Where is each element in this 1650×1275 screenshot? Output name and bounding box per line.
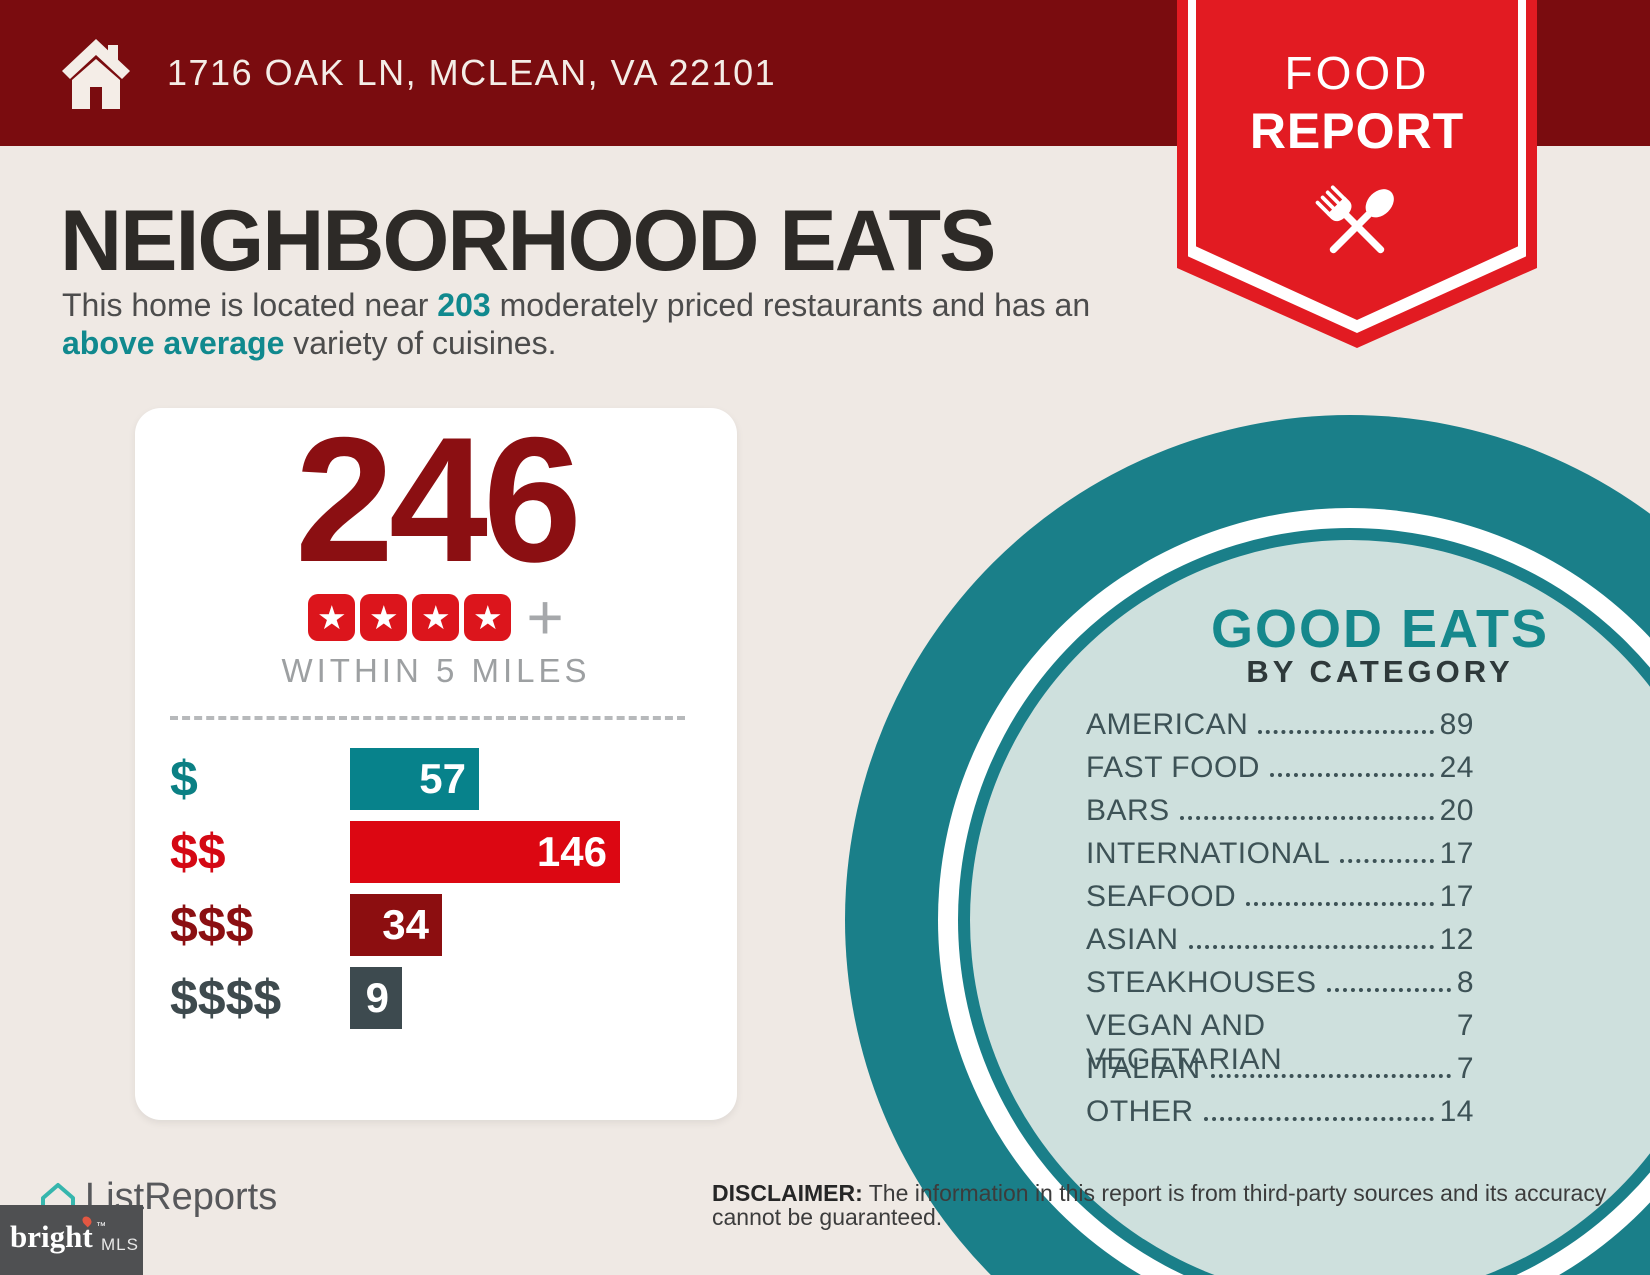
intro-sentence: This home is located near 203 moderately… xyxy=(62,286,1122,362)
dotted-leader xyxy=(1340,859,1434,863)
price-row: $$ 146 xyxy=(170,821,737,883)
dotted-leader xyxy=(1269,773,1434,777)
good-eats-title: GOOD EATS xyxy=(1210,599,1550,659)
category-list: AMERICAN 89 FAST FOOD 24 BARS 20 INTERNATIONAL… xyxy=(1086,708,1474,1138)
star-icon: ★ xyxy=(412,593,460,641)
category-value: 7 xyxy=(1456,1052,1474,1085)
category-row: STEAKHOUSES 8 xyxy=(1086,966,1474,1009)
good-eats-subtitle: BY CATEGORY xyxy=(1246,654,1514,689)
category-label: ASIAN xyxy=(1086,923,1179,956)
bright-wordmark: bright xyxy=(10,1219,93,1254)
ribbon-content: FOOD REPORT xyxy=(1177,0,1537,348)
price-bar-chart: $57 $$ 146 $$$ 34 $$$$ 9 xyxy=(135,748,737,1029)
restaurant-count: 203 xyxy=(437,287,491,323)
price-row: $$$$ 9 xyxy=(170,967,737,1029)
category-value: 17 xyxy=(1439,837,1474,870)
disclaimer-text: The information in this report is from t… xyxy=(712,1180,1607,1230)
dotted-leader xyxy=(1246,902,1434,906)
dashed-divider xyxy=(170,716,685,720)
trademark-symbol: ™ xyxy=(96,1221,106,1232)
dotted-leader xyxy=(1258,730,1434,734)
price-label: $$$ xyxy=(170,897,254,953)
dotted-leader xyxy=(1210,1074,1451,1078)
category-row: INTERNATIONAL 17 xyxy=(1086,837,1474,880)
star-icon: ★ xyxy=(464,593,512,641)
category-value: 89 xyxy=(1439,708,1474,741)
category-row: ASIAN 12 xyxy=(1086,923,1474,966)
category-label: FAST FOOD xyxy=(1086,751,1260,784)
summary-card: 246 ★ ★ ★ ★ + WITHIN 5 MILES $57 $$ 146 $$$ 34 $$… xyxy=(135,408,737,1120)
category-value: 14 xyxy=(1439,1095,1474,1128)
category-row: SEAFOOD 17 xyxy=(1086,880,1474,923)
ribbon-inner xyxy=(1196,0,1518,320)
good-eats-circle xyxy=(970,540,1650,1275)
star-rating: ★ ★ ★ ★ + xyxy=(135,580,737,653)
dotted-leader xyxy=(1326,988,1451,992)
price-bar-value: 34 xyxy=(382,901,429,948)
food-report-ribbon: FOOD REPORT xyxy=(1177,0,1537,348)
ribbon-label-food: FOOD xyxy=(1284,47,1430,99)
category-value: 8 xyxy=(1456,966,1474,999)
category-row: OTHER 14 xyxy=(1086,1095,1474,1138)
price-bar-value: 57 xyxy=(419,755,466,802)
category-value: 24 xyxy=(1439,751,1474,784)
disclaimer-label: DISCLAIMER: xyxy=(712,1180,863,1206)
ribbon-label-report: REPORT xyxy=(1249,103,1465,159)
dotted-leader xyxy=(1179,816,1434,820)
price-bar: 57 xyxy=(350,748,479,810)
category-label: STEAKHOUSES xyxy=(1086,966,1317,999)
price-row: $57 xyxy=(170,748,737,810)
disclaimer: DISCLAIMER: The information in this repo… xyxy=(712,1181,1617,1229)
category-label: OTHER xyxy=(1086,1095,1194,1128)
variety-highlight: above average xyxy=(62,325,285,361)
category-row: ITALIAN 7 xyxy=(1086,1052,1474,1095)
crossed-utensils-icon xyxy=(1315,185,1394,254)
category-label: SEAFOOD xyxy=(1086,880,1237,913)
total-restaurants: 246 xyxy=(295,400,582,599)
category-value: 12 xyxy=(1439,923,1474,956)
bright-mls-logo: bright ™ MLS xyxy=(0,1205,143,1275)
intro-post: variety of cuisines. xyxy=(284,325,557,361)
property-address: 1716 OAK LN, MCLEAN, VA 22101 xyxy=(167,52,777,93)
category-row: AMERICAN 89 xyxy=(1086,708,1474,751)
intro-mid: moderately priced restaurants and has an xyxy=(490,287,1091,323)
category-label: INTERNATIONAL xyxy=(1086,837,1331,870)
category-row: BARS 20 xyxy=(1086,794,1474,837)
price-row: $$$ 34 xyxy=(170,894,737,956)
category-label: VEGAN AND VEGETARIAN xyxy=(1086,1009,1283,1076)
category-row: VEGAN AND VEGETARIAN 7 xyxy=(1086,1009,1474,1076)
dotted-leader xyxy=(1203,1117,1434,1121)
category-label: AMERICAN xyxy=(1086,708,1249,741)
category-value: 17 xyxy=(1439,880,1474,913)
plus-icon: + xyxy=(526,580,564,653)
price-bar-value: 146 xyxy=(536,828,607,875)
intro-pre: This home is located near xyxy=(62,287,438,323)
price-bar: 34 xyxy=(350,894,442,956)
category-label: ITALIAN xyxy=(1086,1052,1201,1085)
price-label: $$ xyxy=(170,824,226,880)
home-icon xyxy=(62,39,130,109)
price-bar-value: 9 xyxy=(365,974,389,1021)
category-value: 7 xyxy=(1456,1009,1474,1042)
dotted-leader xyxy=(1188,945,1434,949)
price-bar: 146 xyxy=(350,821,620,883)
price-label: $$$$ xyxy=(170,970,282,1026)
price-label: $ xyxy=(170,751,198,807)
page-title: NEIGHBORHOOD EATS xyxy=(60,193,996,289)
mls-wordmark: MLS xyxy=(101,1235,139,1254)
radius-subtitle: WITHIN 5 MILES xyxy=(281,652,591,689)
star-icon: ★ xyxy=(360,593,408,641)
category-row: FAST FOOD 24 xyxy=(1086,751,1474,794)
star-icon: ★ xyxy=(308,593,356,641)
category-label: BARS xyxy=(1086,794,1170,827)
price-bar: 9 xyxy=(350,967,402,1029)
category-value: 20 xyxy=(1439,794,1474,827)
